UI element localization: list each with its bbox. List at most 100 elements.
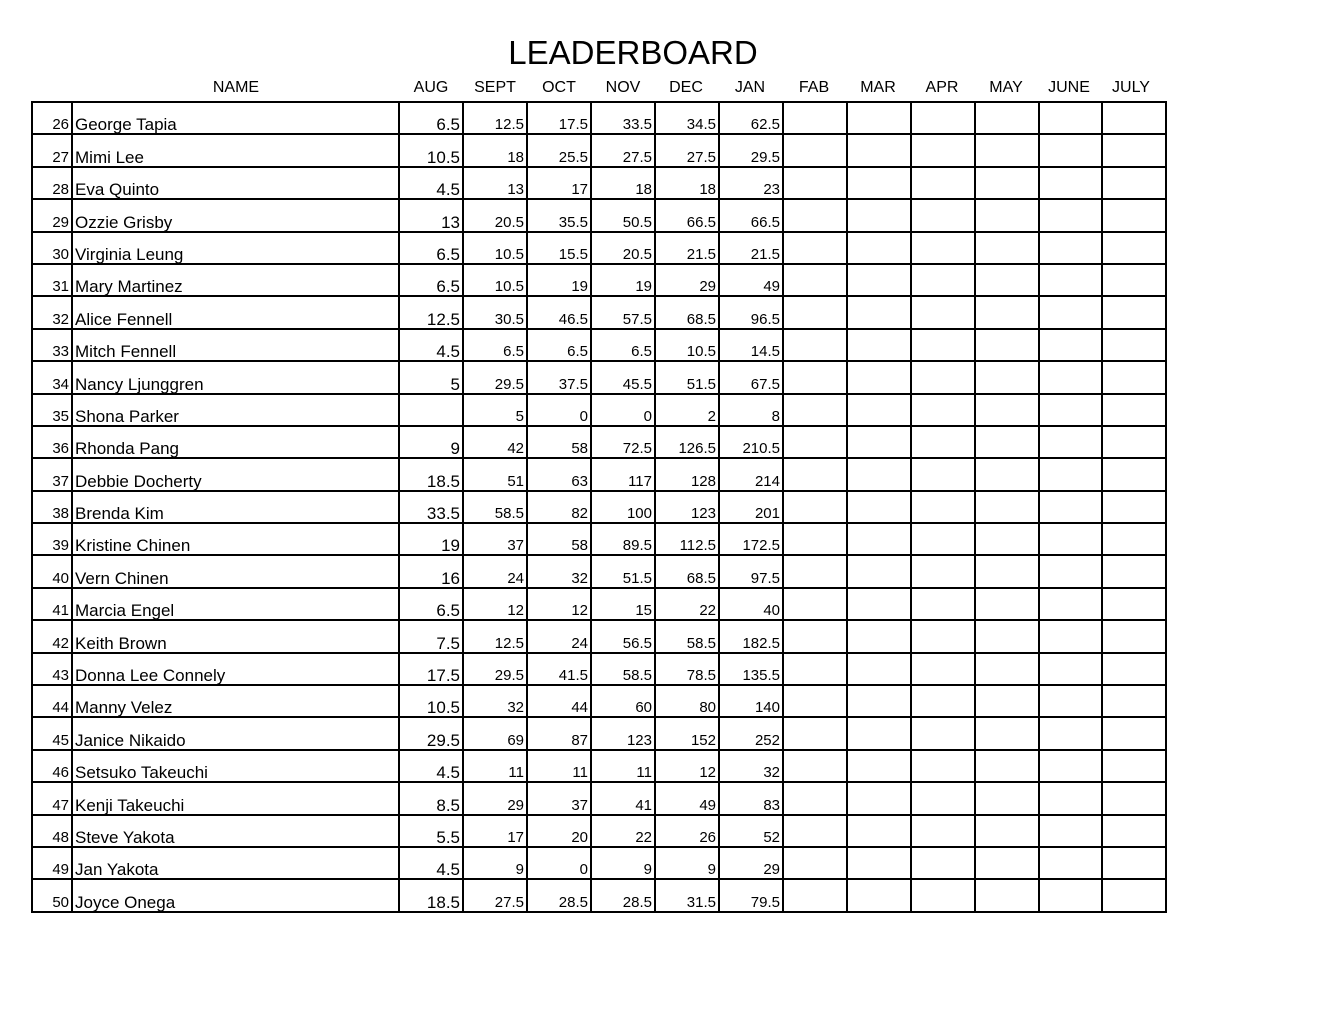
score-cell[interactable]: 4.5 (398, 748, 464, 784)
rank-cell[interactable]: 46 (31, 748, 73, 784)
score-cell[interactable]: 18 (462, 133, 528, 168)
score-cell[interactable] (910, 165, 976, 201)
score-cell[interactable]: 14.5 (718, 327, 784, 363)
score-cell[interactable] (910, 424, 976, 460)
name-cell[interactable]: Marcia Engel (71, 586, 400, 622)
score-cell[interactable] (846, 748, 912, 784)
score-cell[interactable]: 83 (718, 781, 784, 816)
score-cell[interactable]: 24 (526, 619, 592, 654)
score-cell[interactable] (1101, 165, 1167, 201)
score-cell[interactable]: 58.5 (654, 619, 720, 654)
score-cell[interactable]: 6.5 (462, 327, 528, 363)
rank-cell[interactable]: 38 (31, 489, 73, 525)
score-cell[interactable] (1038, 781, 1103, 816)
score-cell[interactable] (1101, 327, 1167, 363)
rank-cell[interactable]: 40 (31, 554, 73, 589)
score-cell[interactable] (782, 813, 848, 848)
name-cell[interactable]: Setsuko Takeuchi (71, 748, 400, 784)
name-cell[interactable]: Steve Yakota (71, 813, 400, 848)
rank-cell[interactable]: 45 (31, 716, 73, 751)
score-cell[interactable]: 25.5 (526, 133, 592, 168)
score-cell[interactable]: 7.5 (398, 619, 464, 654)
score-cell[interactable] (974, 684, 1040, 719)
score-cell[interactable]: 29.5 (462, 360, 528, 395)
score-cell[interactable]: 12.5 (398, 295, 464, 330)
score-cell[interactable] (974, 748, 1040, 784)
score-cell[interactable] (1038, 133, 1103, 168)
score-cell[interactable]: 57.5 (590, 295, 656, 330)
score-cell[interactable]: 123 (654, 489, 720, 525)
score-cell[interactable] (1101, 424, 1167, 460)
score-cell[interactable]: 18.5 (398, 457, 464, 492)
rank-cell[interactable]: 37 (31, 457, 73, 492)
score-cell[interactable] (910, 813, 976, 848)
score-cell[interactable] (782, 100, 848, 136)
score-cell[interactable]: 82 (526, 489, 592, 525)
score-cell[interactable]: 17 (462, 813, 528, 848)
score-cell[interactable]: 6.5 (398, 100, 464, 136)
score-cell[interactable] (1038, 165, 1103, 201)
score-cell[interactable] (782, 133, 848, 168)
score-cell[interactable]: 62.5 (718, 100, 784, 136)
score-cell[interactable] (1038, 845, 1103, 881)
score-cell[interactable] (782, 586, 848, 622)
score-cell[interactable] (782, 230, 848, 265)
score-cell[interactable]: 4.5 (398, 165, 464, 201)
score-cell[interactable] (1038, 586, 1103, 622)
score-cell[interactable]: 12.5 (462, 100, 528, 136)
score-cell[interactable]: 100 (590, 489, 656, 525)
score-cell[interactable]: 13 (462, 165, 528, 201)
score-cell[interactable] (1101, 392, 1167, 427)
score-cell[interactable]: 27.5 (462, 878, 528, 913)
score-cell[interactable] (1038, 295, 1103, 330)
score-cell[interactable] (782, 392, 848, 427)
rank-cell[interactable]: 33 (31, 327, 73, 363)
score-cell[interactable] (1101, 198, 1167, 233)
score-cell[interactable]: 26 (654, 813, 720, 848)
score-cell[interactable] (1101, 716, 1167, 751)
name-cell[interactable]: Kenji Takeuchi (71, 781, 400, 816)
score-cell[interactable]: 112.5 (654, 522, 720, 557)
score-cell[interactable] (1101, 684, 1167, 719)
score-cell[interactable]: 31.5 (654, 878, 720, 913)
score-cell[interactable] (1038, 554, 1103, 589)
name-cell[interactable]: Donna Lee Connely (71, 651, 400, 687)
score-cell[interactable]: 67.5 (718, 360, 784, 395)
score-cell[interactable] (1038, 716, 1103, 751)
score-cell[interactable] (846, 716, 912, 751)
score-cell[interactable] (974, 651, 1040, 687)
score-cell[interactable] (398, 392, 464, 427)
score-cell[interactable]: 58 (526, 424, 592, 460)
rank-cell[interactable]: 34 (31, 360, 73, 395)
score-cell[interactable]: 9 (398, 424, 464, 460)
score-cell[interactable]: 4.5 (398, 845, 464, 881)
score-cell[interactable] (782, 165, 848, 201)
score-cell[interactable] (910, 619, 976, 654)
score-cell[interactable]: 28.5 (526, 878, 592, 913)
score-cell[interactable]: 28.5 (590, 878, 656, 913)
score-cell[interactable]: 80 (654, 684, 720, 719)
score-cell[interactable]: 30.5 (462, 295, 528, 330)
name-cell[interactable]: Manny Velez (71, 684, 400, 719)
score-cell[interactable] (846, 845, 912, 881)
score-cell[interactable] (974, 198, 1040, 233)
score-cell[interactable]: 32 (718, 748, 784, 784)
score-cell[interactable] (910, 295, 976, 330)
score-cell[interactable] (1038, 684, 1103, 719)
score-cell[interactable] (846, 392, 912, 427)
score-cell[interactable] (910, 716, 976, 751)
score-cell[interactable]: 18 (654, 165, 720, 201)
score-cell[interactable]: 182.5 (718, 619, 784, 654)
score-cell[interactable]: 12.5 (462, 619, 528, 654)
name-cell[interactable]: Janice Nikaido (71, 716, 400, 751)
score-cell[interactable]: 20.5 (590, 230, 656, 265)
name-cell[interactable]: Jan Yakota (71, 845, 400, 881)
score-cell[interactable] (846, 198, 912, 233)
score-cell[interactable] (1038, 198, 1103, 233)
rank-cell[interactable]: 30 (31, 230, 73, 265)
score-cell[interactable]: 69 (462, 716, 528, 751)
score-cell[interactable]: 44 (526, 684, 592, 719)
score-cell[interactable] (1038, 230, 1103, 265)
score-cell[interactable] (846, 878, 912, 913)
score-cell[interactable] (910, 781, 976, 816)
